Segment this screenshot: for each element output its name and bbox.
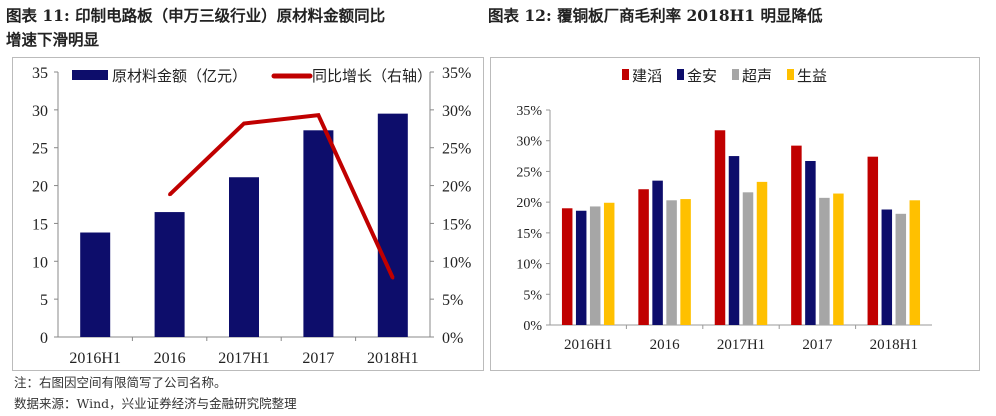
bar-2016H1-2: [589, 206, 601, 325]
y2-tick-label: 30%: [442, 103, 471, 120]
legend-label-1: 金安: [687, 68, 717, 85]
x-tick-label: 2018H1: [870, 337, 918, 353]
x-tick-label: 2017: [802, 337, 833, 353]
legend-label-3: 生益: [797, 68, 827, 85]
y2-tick-label: 20%: [442, 179, 471, 196]
legend-label-0: 建滔: [632, 68, 662, 85]
y-tick-label: 15: [32, 216, 48, 233]
bar-2017: [303, 130, 334, 337]
y-tick-label: 25: [32, 141, 48, 158]
bar-2018H1: [377, 113, 408, 338]
bar-2016H1: [80, 232, 111, 337]
x-tick-label: 2016: [650, 337, 681, 353]
y-tick-label: 25%: [516, 165, 542, 180]
y-tick-label: 5: [40, 292, 48, 309]
y-tick-label: 30%: [516, 135, 542, 150]
bar-2017-3: [833, 193, 844, 325]
bar-2016-0: [638, 189, 649, 325]
y2-tick-label: 35%: [442, 65, 471, 82]
y-tick-label: 35: [32, 65, 48, 82]
bar-2017H1-3: [756, 181, 768, 325]
right-chart-frame: [490, 57, 980, 371]
legend-swatch-3: [787, 69, 794, 80]
x-tick-label: 2017: [302, 350, 334, 367]
bar-2018H1-2: [895, 213, 907, 325]
footnote: 注：右图因空间有限简写了公司名称。: [14, 375, 227, 390]
legend-bar-swatch: [72, 70, 108, 80]
bar-2017H1-0: [714, 130, 726, 325]
bar-2017-2: [819, 197, 830, 325]
bar-2016: [154, 212, 185, 337]
growth-point-2016: [168, 193, 172, 197]
y-tick-label: 15%: [516, 227, 542, 242]
left-chart-title: 图表 11: 印制电路板（申万三级行业）原材料金额同比: [6, 6, 386, 25]
x-tick-label: 2017H1: [717, 337, 765, 353]
bar-2016-1: [652, 180, 663, 325]
growth-point-2017: [316, 113, 320, 117]
y-tick-label: 10: [32, 254, 48, 271]
y-tick-label: 5%: [523, 288, 542, 303]
bar-2017H1-1: [728, 156, 740, 325]
source-note: 数据来源：Wind，兴业证券经济与金融研究院整理: [14, 396, 297, 411]
bar-2016H1-0: [561, 208, 573, 325]
bar-2016-3: [680, 199, 691, 325]
y2-tick-label: 15%: [442, 216, 471, 233]
y2-tick-label: 25%: [442, 141, 471, 158]
bar-2016H1-3: [603, 202, 615, 325]
y2-tick-label: 5%: [442, 292, 463, 309]
growth-point-2018H1: [391, 276, 395, 280]
left-chart-frame: [12, 57, 484, 371]
y-tick-label: 20%: [516, 196, 542, 211]
left-chart-title-line2: 增速下滑明显: [6, 30, 100, 49]
bar-2016H1-1: [575, 210, 587, 325]
bar-2017H1: [229, 177, 259, 337]
legend-bar-label: 原材料金额（亿元）: [112, 68, 247, 85]
legend-line-label: 同比增长（右轴）: [312, 68, 432, 85]
bar-2018H1-0: [867, 156, 879, 325]
x-tick-label: 2016: [154, 350, 186, 367]
y-tick-label: 35%: [516, 104, 542, 119]
growth-line: [168, 113, 395, 279]
bar-2017-1: [805, 160, 816, 325]
y-tick-label: 0: [40, 330, 48, 347]
bar-2018H1-1: [881, 209, 893, 325]
growth-point-2017H1: [242, 121, 246, 125]
x-tick-label: 2017H1: [218, 350, 270, 367]
bar-2017H1-2: [742, 192, 754, 325]
bar-2016-2: [666, 200, 677, 325]
bar-2017-0: [791, 145, 802, 325]
x-tick-label: 2016H1: [564, 337, 612, 353]
legend-swatch-0: [622, 69, 629, 80]
x-tick-label: 2018H1: [367, 350, 419, 367]
legend-label-2: 超声: [742, 67, 772, 85]
y-tick-label: 0%: [523, 319, 542, 334]
right-chart-title: 图表 12: 覆铜板厂商毛利率 2018H1 明显降低: [488, 6, 823, 25]
y2-tick-label: 10%: [442, 254, 471, 271]
legend-swatch-1: [677, 69, 684, 80]
y2-tick-label: 0%: [442, 330, 463, 347]
legend-swatch-2: [732, 69, 739, 80]
y-tick-label: 20: [32, 179, 48, 196]
y-tick-label: 30: [32, 103, 48, 120]
x-tick-label: 2016H1: [69, 350, 121, 367]
bar-2018H1-3: [909, 200, 921, 325]
y-tick-label: 10%: [516, 258, 542, 273]
